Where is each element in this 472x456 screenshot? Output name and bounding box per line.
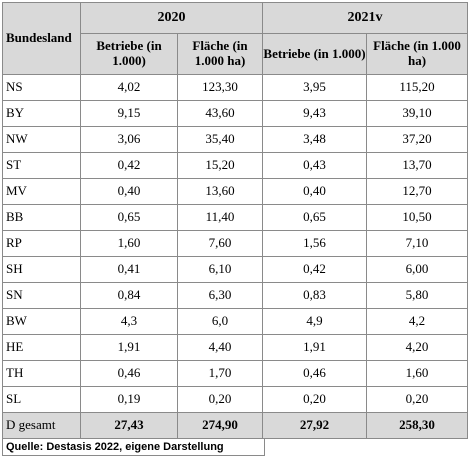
state-cell: MV	[2, 178, 81, 205]
flaeche-2021-cell: 37,20	[366, 126, 468, 153]
flaeche-2020-cell: 1,70	[177, 360, 263, 387]
flaeche-2020-cell: 7,60	[177, 230, 263, 257]
flaeche-2020-cell: 123,30	[177, 74, 263, 101]
betriebe-2020-cell: 0,40	[80, 178, 178, 205]
betriebe-2021-cell: 0,65	[262, 204, 367, 231]
flaeche-2020-cell: 35,40	[177, 126, 263, 153]
state-cell: SH	[2, 256, 81, 283]
flaeche-2020-cell: 6,10	[177, 256, 263, 283]
betriebe-2021-cell: 0,42	[262, 256, 367, 283]
flaeche-2021-cell: 13,70	[366, 152, 468, 179]
betriebe-2020-cell: 4,3	[80, 308, 178, 335]
betriebe-2021-cell: 0,83	[262, 282, 367, 309]
flaeche-2021-cell: 39,10	[366, 100, 468, 127]
table-row: ST 0,42 15,20 0,43 13,70	[2, 152, 468, 179]
betriebe-2021-cell: 0,40	[262, 178, 367, 205]
table-row: SL 0,19 0,20 0,20 0,20	[2, 386, 468, 413]
source-caption: Quelle: Destasis 2022, eigene Darstellun…	[2, 439, 265, 456]
total-betriebe-2021: 27,92	[262, 412, 367, 439]
betriebe-2021-cell: 1,56	[262, 230, 367, 257]
total-row: D gesamt 27,43 274,90 27,92 258,30	[2, 412, 468, 439]
table-row: BY 9,15 43,60 9,43 39,10	[2, 100, 468, 127]
table-row: MV 0,40 13,60 0,40 12,70	[2, 178, 468, 205]
flaeche-2021-cell: 7,10	[366, 230, 468, 257]
betriebe-2021-cell: 0,43	[262, 152, 367, 179]
header-betriebe-2021: Betriebe (in 1.000)	[262, 33, 367, 75]
flaeche-2021-cell: 10,50	[366, 204, 468, 231]
total-label: D gesamt	[2, 412, 81, 439]
betriebe-2020-cell: 0,65	[80, 204, 178, 231]
table-row: SN 0,84 6,30 0,83 5,80	[2, 282, 468, 309]
header-bundesland: Bundesland	[2, 2, 81, 75]
state-cell: TH	[2, 360, 81, 387]
total-betriebe-2020: 27,43	[80, 412, 178, 439]
flaeche-2020-cell: 15,20	[177, 152, 263, 179]
header-flaeche-2020: Fläche (in 1.000 ha)	[177, 33, 263, 75]
flaeche-2020-cell: 13,60	[177, 178, 263, 205]
flaeche-2020-cell: 0,20	[177, 386, 263, 413]
header-year-2021: 2021v	[262, 2, 468, 34]
state-cell: SL	[2, 386, 81, 413]
flaeche-2020-cell: 4,40	[177, 334, 263, 361]
table-body: NS 4,02 123,30 3,95 115,20 BY 9,15 43,60 9,43 39,…	[2, 74, 468, 413]
total-flaeche-2021: 258,30	[366, 412, 468, 439]
table-row: HE 1,91 4,40 1,91 4,20	[2, 334, 468, 361]
state-cell: HE	[2, 334, 81, 361]
table-row: BW 4,3 6,0 4,9 4,2	[2, 308, 468, 335]
state-cell: BW	[2, 308, 81, 335]
state-cell: NW	[2, 126, 81, 153]
flaeche-2021-cell: 0,20	[366, 386, 468, 413]
betriebe-2021-cell: 0,20	[262, 386, 367, 413]
betriebe-2020-cell: 3,06	[80, 126, 178, 153]
flaeche-2021-cell: 4,20	[366, 334, 468, 361]
table-row: SH 0,41 6,10 0,42 6,00	[2, 256, 468, 283]
betriebe-2020-cell: 0,41	[80, 256, 178, 283]
flaeche-2020-cell: 6,0	[177, 308, 263, 335]
flaeche-2021-cell: 5,80	[366, 282, 468, 309]
betriebe-2020-cell: 0,19	[80, 386, 178, 413]
state-cell: SN	[2, 282, 81, 309]
total-flaeche-2020: 274,90	[177, 412, 263, 439]
header-flaeche-2021: Fläche (in 1.000 ha)	[366, 33, 468, 75]
betriebe-2021-cell: 4,9	[262, 308, 367, 335]
flaeche-2021-cell: 6,00	[366, 256, 468, 283]
state-cell: NS	[2, 74, 81, 101]
betriebe-2020-cell: 1,60	[80, 230, 178, 257]
betriebe-2021-cell: 1,91	[262, 334, 367, 361]
flaeche-2020-cell: 43,60	[177, 100, 263, 127]
betriebe-2020-cell: 0,84	[80, 282, 178, 309]
betriebe-2021-cell: 9,43	[262, 100, 367, 127]
betriebe-2021-cell: 0,46	[262, 360, 367, 387]
betriebe-2021-cell: 3,48	[262, 126, 367, 153]
table-row: RP 1,60 7,60 1,56 7,10	[2, 230, 468, 257]
flaeche-2021-cell: 115,20	[366, 74, 468, 101]
farm-data-table: Bundesland 2020 2021v Betriebe (in 1.000…	[2, 2, 468, 439]
state-cell: BY	[2, 100, 81, 127]
state-cell: BB	[2, 204, 81, 231]
betriebe-2020-cell: 1,91	[80, 334, 178, 361]
betriebe-2020-cell: 9,15	[80, 100, 178, 127]
flaeche-2020-cell: 6,30	[177, 282, 263, 309]
flaeche-2021-cell: 1,60	[366, 360, 468, 387]
flaeche-2021-cell: 12,70	[366, 178, 468, 205]
state-cell: RP	[2, 230, 81, 257]
table-row: NW 3,06 35,40 3,48 37,20	[2, 126, 468, 153]
table-row: NS 4,02 123,30 3,95 115,20	[2, 74, 468, 101]
betriebe-2020-cell: 0,42	[80, 152, 178, 179]
betriebe-2020-cell: 4,02	[80, 74, 178, 101]
betriebe-2021-cell: 3,95	[262, 74, 367, 101]
header-year-2020: 2020	[80, 2, 263, 34]
betriebe-2020-cell: 0,46	[80, 360, 178, 387]
table-row: TH 0,46 1,70 0,46 1,60	[2, 360, 468, 387]
state-cell: ST	[2, 152, 81, 179]
table-row: BB 0,65 11,40 0,65 10,50	[2, 204, 468, 231]
flaeche-2021-cell: 4,2	[366, 308, 468, 335]
flaeche-2020-cell: 11,40	[177, 204, 263, 231]
header-betriebe-2020: Betriebe (in 1.000)	[80, 33, 178, 75]
